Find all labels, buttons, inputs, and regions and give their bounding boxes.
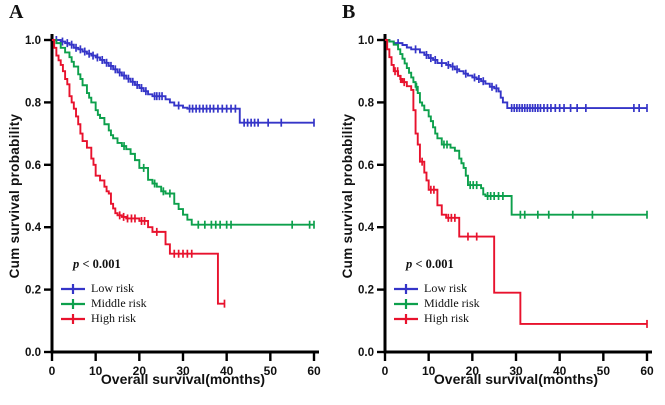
legend-item-high-risk: High risk xyxy=(60,311,147,326)
y-tick-label: 0.4 xyxy=(358,222,375,234)
series-curve-high-risk xyxy=(385,39,647,325)
p-value: p < 0.001 xyxy=(73,257,121,271)
middle-risk-marker-icon xyxy=(394,298,418,309)
x-tick-label: 20 xyxy=(133,364,147,378)
x-tick-label: 30 xyxy=(509,364,523,378)
high-risk-marker-icon xyxy=(61,313,85,324)
series-curve-high-risk xyxy=(52,39,225,305)
y-tick-label: 0.8 xyxy=(25,97,42,109)
panel-a-y-axis-title: Cum survival probability xyxy=(7,113,22,279)
x-tick-label: 60 xyxy=(640,364,654,378)
y-tick-label: 0.2 xyxy=(25,285,41,297)
x-tick-label: 60 xyxy=(307,364,321,378)
y-tick-label: 0.6 xyxy=(25,160,41,172)
y-tick-label: 0.8 xyxy=(358,97,375,109)
series-curve-middle-risk xyxy=(385,39,647,216)
x-tick-label: 10 xyxy=(422,364,436,378)
low-risk-marker-icon xyxy=(394,283,418,294)
high-risk-marker-icon xyxy=(394,313,418,324)
panel-b-y-axis-title: Cum survival probability xyxy=(340,113,355,279)
legend-item-low-risk: Low risk xyxy=(60,281,147,296)
y-tick-label: 1.0 xyxy=(358,35,374,47)
legend-label: Low risk xyxy=(91,281,134,295)
x-tick-label: 10 xyxy=(89,364,103,378)
x-tick-label: 50 xyxy=(264,364,278,378)
legend-label: Middle risk xyxy=(424,296,480,310)
y-tick-label: 0.2 xyxy=(358,285,374,297)
y-tick-label: 1.0 xyxy=(25,35,41,47)
x-tick-label: 20 xyxy=(466,364,480,378)
p-value: p < 0.001 xyxy=(406,257,454,271)
y-tick-label: 0.6 xyxy=(358,160,374,172)
legend-label: High risk xyxy=(91,311,136,325)
x-tick-label: 0 xyxy=(49,364,56,378)
y-tick-label: 0.4 xyxy=(25,222,42,234)
panel-b: 0.0 0.2 0.4 0.6 0.8 1.0 0 10 20 30 40 50 60 B Cum su… xyxy=(333,0,665,405)
low-risk-marker-icon xyxy=(61,283,85,294)
legend-item-middle-risk: Middle risk xyxy=(393,296,480,311)
legend-item-high-risk: High risk xyxy=(393,311,480,326)
series-curve-middle-risk xyxy=(52,39,314,226)
panel-a: 0.0 0.2 0.4 0.6 0.8 1.0 0 10 20 30 40 50 60 A Cum su… xyxy=(0,0,332,405)
panel-b-label: B xyxy=(342,1,356,23)
legend-label: Middle risk xyxy=(91,296,147,310)
legend-item-middle-risk: Middle risk xyxy=(60,296,147,311)
x-tick-label: 50 xyxy=(597,364,611,378)
panel-a-x-axis-title: Overall survival(months) xyxy=(100,371,266,387)
legend-item-low-risk: Low risk xyxy=(393,281,480,296)
x-tick-label: 30 xyxy=(176,364,190,378)
x-tick-label: 40 xyxy=(553,364,567,378)
panel-b-chart: 0.0 0.2 0.4 0.6 0.8 1.0 0 10 20 30 40 50 60 xyxy=(358,34,654,378)
series-curve-low-risk xyxy=(385,39,647,109)
series-curve-low-risk xyxy=(52,39,314,124)
y-tick-label: 0.0 xyxy=(25,347,41,359)
panel-a-chart: 0.0 0.2 0.4 0.6 0.8 1.0 0 10 20 30 40 50 60 xyxy=(25,34,321,378)
panel-b-legend: p < 0.001 Low risk Middle risk High risk xyxy=(393,257,480,326)
y-tick-label: 0.0 xyxy=(358,347,374,359)
x-tick-label: 40 xyxy=(220,364,234,378)
panel-b-x-axis-title: Overall survival(months) xyxy=(433,371,599,387)
x-tick-label: 0 xyxy=(382,364,389,378)
legend-label: High risk xyxy=(424,311,469,325)
panel-a-legend: p < 0.001 Low risk Middle risk High risk xyxy=(60,257,147,326)
panel-a-label: A xyxy=(9,1,24,23)
middle-risk-marker-icon xyxy=(61,298,85,309)
legend-label: Low risk xyxy=(424,281,467,295)
